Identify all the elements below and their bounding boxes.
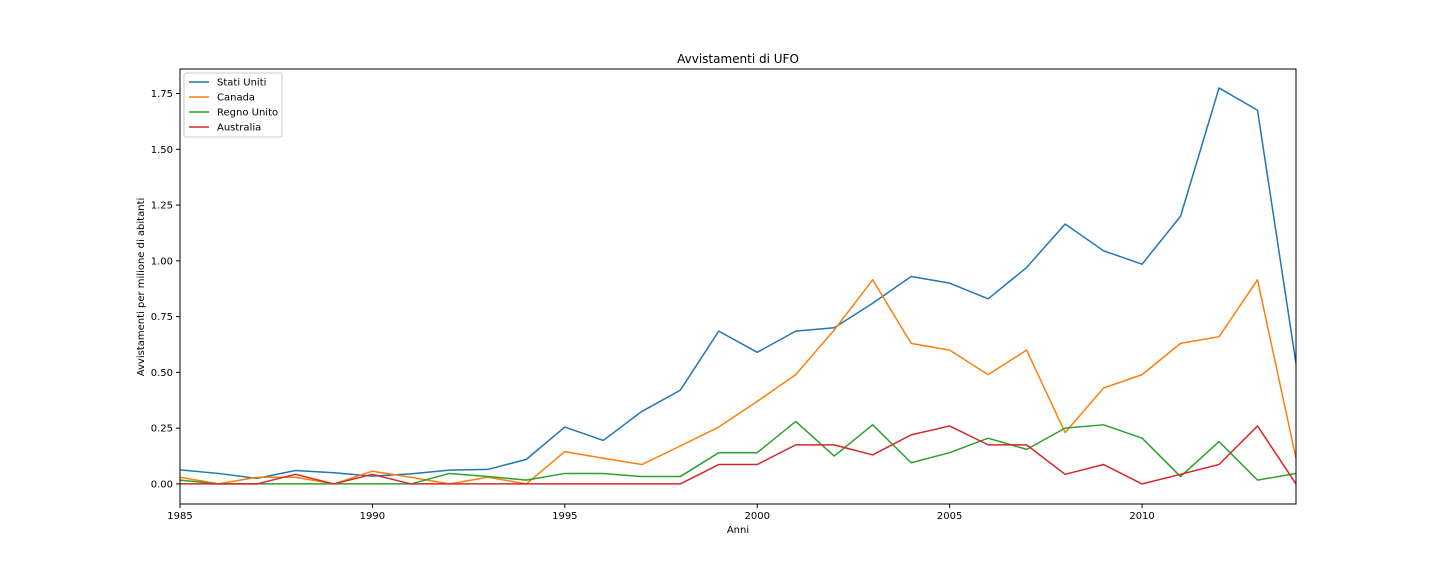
y-tick-label: 0.00 <box>151 479 173 490</box>
y-tick-label: 1.00 <box>151 256 173 267</box>
legend-box <box>183 72 283 138</box>
y-tick-label: 0.50 <box>151 368 173 379</box>
y-tick-label: 0.75 <box>151 312 173 323</box>
y-tick-label: 1.75 <box>151 89 173 100</box>
legend-label: Australia <box>217 123 261 134</box>
plot-frame <box>179 68 1297 505</box>
x-tick-label: 1990 <box>360 511 385 522</box>
y-axis: 0.00 0.25 0.50 0.75 1.00 1.25 1.50 1.75 <box>151 89 180 490</box>
legend: Stati Uniti Canada Regno Unito Australia <box>183 72 283 138</box>
legend-label: Canada <box>217 93 255 104</box>
series-layer <box>180 87 1296 485</box>
series-line-regno-unito <box>180 420 1296 485</box>
plot-area <box>179 68 1297 505</box>
legend-label: Regno Unito <box>217 108 278 119</box>
x-tick-label: 2005 <box>937 511 962 522</box>
x-tick-label: 1985 <box>167 511 192 522</box>
series-line-stati-uniti <box>180 87 1296 480</box>
series-line-australia <box>180 425 1296 485</box>
legend-label: Stati Uniti <box>217 78 266 89</box>
x-tick-label: 2000 <box>745 511 770 522</box>
y-tick-label: 1.50 <box>151 145 173 156</box>
x-tick-label: 1995 <box>552 511 577 522</box>
y-tick-label: 1.25 <box>151 201 173 212</box>
x-axis: 1985 1990 1995 2000 2005 2010 <box>167 504 1155 522</box>
y-tick-label: 0.25 <box>151 424 173 435</box>
chart-title: Avvistamenti di UFO <box>677 52 799 66</box>
x-tick-label: 2010 <box>1129 511 1154 522</box>
series-line-canada <box>180 279 1296 485</box>
x-axis-label: Anni <box>727 525 749 536</box>
y-axis-label: Avvistamenti per milione di abitanti <box>136 198 147 377</box>
